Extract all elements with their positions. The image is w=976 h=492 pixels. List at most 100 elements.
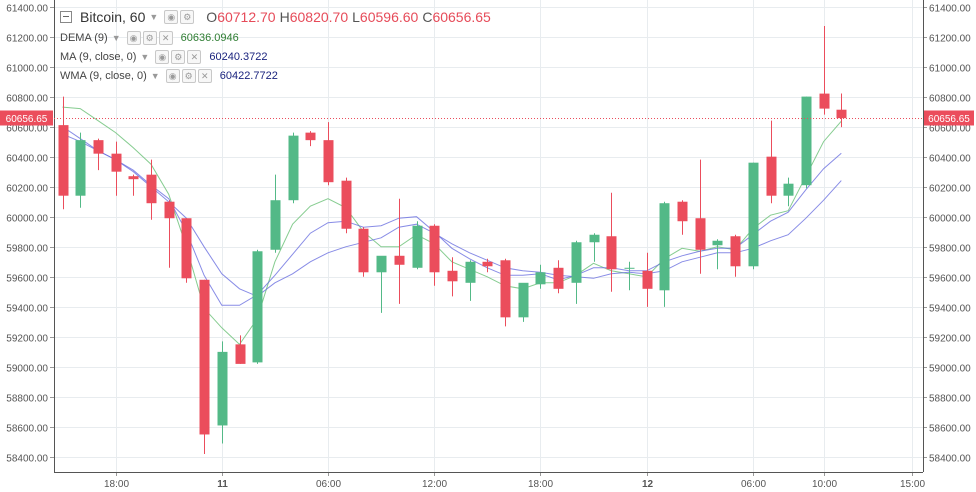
candle-body [93, 140, 104, 154]
indicator-name[interactable]: MA (9, close, 0) [60, 50, 137, 63]
chevron-down-icon[interactable]: ▼ [149, 12, 159, 22]
y-tick-label-right: 58800.00 [929, 394, 971, 405]
y-tick-label-right: 59000.00 [929, 364, 971, 375]
candle-body [730, 236, 741, 267]
y-tick-label-left: 60400.00 [6, 154, 48, 165]
candle-body [606, 236, 617, 270]
y-tick-label-left: 59200.00 [6, 334, 48, 345]
candle-body [535, 272, 546, 285]
y-tick-label-left: 58400.00 [6, 454, 48, 465]
close-icon[interactable]: ✕ [187, 49, 202, 64]
candle [217, 341, 228, 444]
candle-body [819, 93, 830, 109]
y-tick-label-left: 61000.00 [6, 64, 48, 75]
candle [412, 221, 423, 270]
candle [288, 132, 299, 204]
settings-icon[interactable]: ⚙ [180, 10, 195, 24]
chevron-down-icon[interactable]: ▼ [140, 51, 150, 62]
x-tick-label: 18:00 [528, 479, 553, 490]
candle [447, 257, 458, 297]
indicator-name[interactable]: WMA (9, close, 0) [60, 69, 147, 82]
indicator-value: 60422.7722 [219, 69, 278, 82]
y-tick-label-right: 59400.00 [929, 304, 971, 315]
settings-icon[interactable]: ⚙ [142, 30, 157, 45]
candle [305, 131, 316, 147]
candle-body [748, 162, 759, 267]
y-tick-label-left: 59000.00 [6, 364, 48, 375]
y-tick-label-left: 59400.00 [6, 304, 48, 315]
candle [535, 264, 546, 289]
eye-icon[interactable]: ◉ [155, 49, 170, 64]
candle-body [429, 225, 440, 273]
collapse-legend-icon[interactable] [60, 11, 72, 23]
x-tick-label: 12:00 [422, 479, 447, 490]
candle [146, 159, 157, 220]
candle-body [146, 174, 157, 204]
y-tick-label-right: 59600.00 [929, 274, 971, 285]
candle-body [465, 261, 476, 283]
indicator-buttons: ◉ ⚙ ✕ [155, 49, 202, 64]
candle [748, 162, 759, 270]
indicator-buttons: ◉ ⚙ ✕ [165, 68, 212, 83]
candle-body [75, 140, 86, 196]
candle [836, 93, 847, 128]
y-tick-label-left: 60200.00 [6, 184, 48, 195]
candle [75, 132, 86, 208]
indicator-value: 60240.3722 [209, 50, 268, 63]
candle-body [252, 251, 263, 363]
settings-icon[interactable]: ⚙ [171, 49, 186, 64]
candle-body [500, 260, 511, 318]
indicator-row-ma[interactable]: MA (9, close, 0) ▼ ◉ ⚙ ✕ 60240.3722 [60, 47, 491, 66]
candle [766, 120, 777, 204]
candle [801, 96, 812, 189]
candle-body [571, 242, 582, 283]
eye-icon[interactable]: ◉ [165, 68, 180, 83]
ohlc-open-key: O [206, 9, 218, 25]
candle-body [712, 240, 723, 246]
candle-body [305, 132, 316, 141]
candle-body [518, 282, 529, 318]
candle-body [695, 218, 706, 250]
x-tick-label: 11 [217, 479, 228, 490]
ohlc-high-key: H [279, 9, 290, 25]
ohlc-open: O60712.70 [202, 9, 275, 25]
settings-icon[interactable]: ⚙ [181, 68, 196, 83]
candle [181, 218, 192, 283]
price-tag-left [0, 110, 53, 126]
candle [58, 96, 69, 210]
y-tick-label-left: 59600.00 [6, 274, 48, 285]
ohlc-close-value: 60656.65 [432, 9, 491, 25]
y-tick-label-left: 59800.00 [6, 244, 48, 255]
candle [323, 122, 334, 186]
indicator-value: 60636.0946 [180, 31, 239, 44]
candle [606, 192, 617, 292]
candle-body [766, 156, 777, 196]
eye-icon[interactable]: ◉ [164, 10, 179, 24]
candle-body [394, 255, 405, 265]
x-tick-label: 15:00 [900, 479, 925, 490]
ohlc-low: L60596.60 [348, 9, 418, 25]
price-tag-right [924, 110, 974, 126]
eye-icon[interactable]: ◉ [126, 30, 141, 45]
candle-body [217, 351, 228, 426]
close-icon[interactable]: ✕ [158, 30, 173, 45]
price-tag-label: 60656.65 [6, 114, 48, 125]
candle-body [288, 135, 299, 201]
close-icon[interactable]: ✕ [197, 68, 212, 83]
candle [500, 258, 511, 327]
candle-body [624, 267, 635, 269]
indicator-row-wma[interactable]: WMA (9, close, 0) ▼ ◉ ⚙ ✕ 60422.7722 [60, 66, 491, 85]
chevron-down-icon[interactable]: ▼ [111, 32, 121, 43]
candle [624, 261, 635, 291]
indicator-name[interactable]: DEMA (9) [60, 31, 108, 44]
indicator-row-dema[interactable]: DEMA (9) ▼ ◉ ⚙ ✕ 60636.0946 [60, 28, 491, 47]
dema-line [62, 106, 842, 346]
candles [58, 26, 847, 454]
candle [695, 159, 706, 274]
candle [235, 335, 246, 364]
candle [164, 200, 175, 268]
symbol-title[interactable]: Bitcoin, 60 [80, 9, 146, 25]
candle [199, 279, 210, 454]
chevron-down-icon[interactable]: ▼ [150, 70, 160, 81]
